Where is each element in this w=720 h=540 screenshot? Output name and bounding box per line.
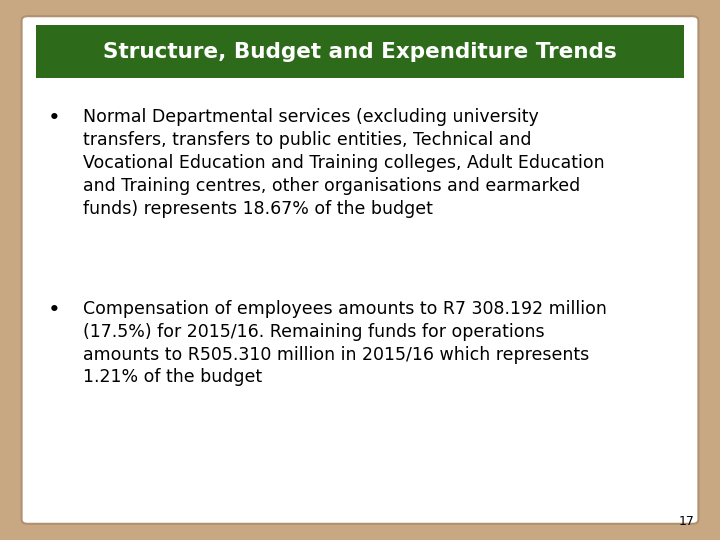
FancyBboxPatch shape (22, 16, 698, 524)
FancyBboxPatch shape (36, 25, 684, 78)
Text: •: • (48, 108, 60, 128)
Text: 17: 17 (679, 515, 695, 528)
Text: Structure, Budget and Expenditure Trends: Structure, Budget and Expenditure Trends (103, 42, 617, 62)
Text: Compensation of employees amounts to R7 308.192 million
(17.5%) for 2015/16. Rem: Compensation of employees amounts to R7 … (83, 300, 607, 387)
Text: Normal Departmental services (excluding university
transfers, transfers to publi: Normal Departmental services (excluding … (83, 108, 604, 218)
Text: •: • (48, 300, 60, 320)
